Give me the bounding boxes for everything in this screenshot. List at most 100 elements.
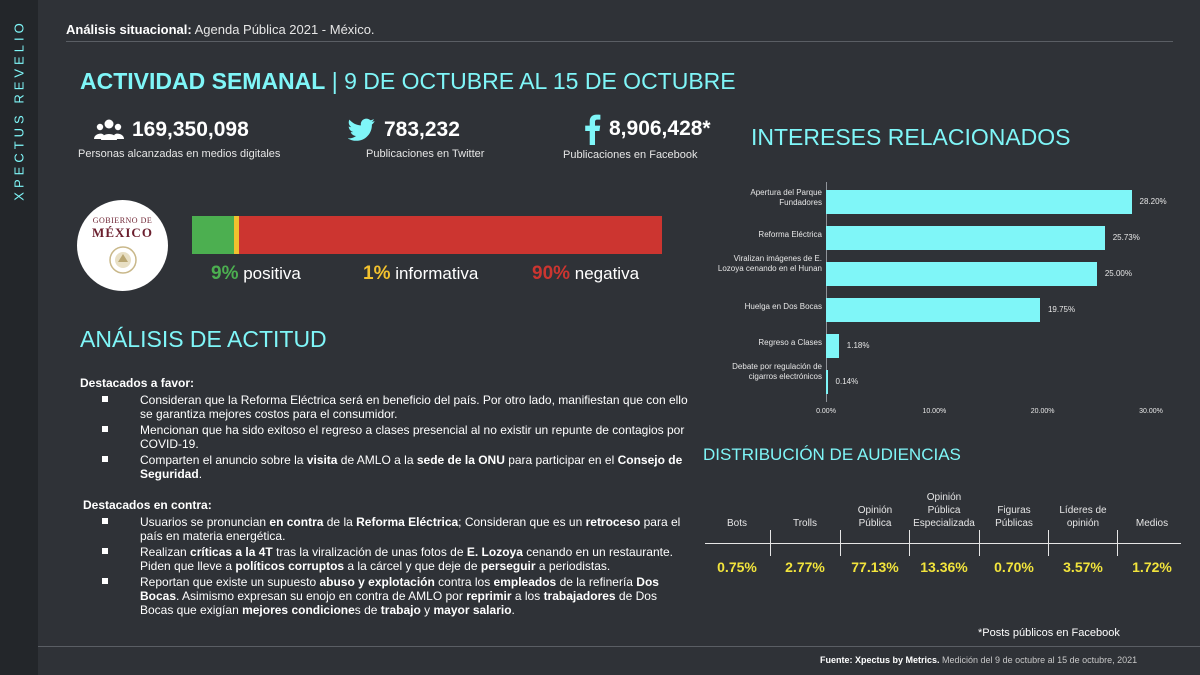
bold-phrase: reprimir bbox=[466, 589, 512, 603]
audience-value: 0.75% bbox=[717, 559, 757, 575]
sentiment-label-positive: 9% positiva bbox=[211, 263, 301, 285]
stat-facebook-label: Publicaciones en Facebook bbox=[563, 149, 698, 161]
sentiment-segment-informative bbox=[234, 216, 239, 254]
sentiment-text-negative: negativa bbox=[570, 264, 640, 283]
text-phrase: y bbox=[420, 603, 434, 617]
text-phrase: . bbox=[511, 603, 515, 617]
favor-heading: Destacados a favor: bbox=[80, 376, 195, 390]
facebook-icon bbox=[585, 114, 601, 145]
favor-item: Comparten el anuncio sobre la visita de … bbox=[80, 453, 690, 481]
title-bold: ACTIVIDAD SEMANAL bbox=[80, 68, 326, 94]
chart-category-label: Apertura del Parque Fundadores bbox=[750, 188, 822, 207]
chart-category-label: Reforma Eléctrica bbox=[758, 230, 822, 239]
chart-tick-label: 30.00% bbox=[1139, 408, 1163, 415]
sentiment-pct-negative: 90% bbox=[532, 263, 571, 284]
bold-phrase: políticos corruptos bbox=[235, 559, 345, 573]
text-phrase: para participar en el bbox=[504, 453, 618, 467]
interests-title: INTERESES RELACIONADOS bbox=[751, 124, 1071, 150]
audience-label: Opinión Pública Especializada bbox=[913, 492, 975, 529]
bullet-icon bbox=[102, 518, 108, 524]
chart-category-label: Viralizan imágenes de E. Lozoya cenando … bbox=[717, 254, 822, 273]
sentiment-pct-informative: 1% bbox=[363, 263, 391, 284]
sentiment-segment-positive bbox=[192, 216, 235, 254]
attitude-title: ANÁLISIS DE ACTITUD bbox=[80, 326, 327, 352]
twitter-icon bbox=[348, 118, 375, 141]
bold-phrase: sede de la ONU bbox=[416, 453, 505, 467]
bullet-icon bbox=[102, 396, 108, 402]
audience-label: Líderes de opinión bbox=[1059, 505, 1107, 529]
header-text: Agenda Pública 2021 - México. bbox=[191, 22, 375, 37]
contra-item: Realizan críticas a la 4T tras la virali… bbox=[80, 545, 690, 573]
chart-tick-label: 10.00% bbox=[922, 408, 947, 415]
stat-twitter-label: Publicaciones en Twitter bbox=[366, 148, 485, 160]
text-phrase: tras la viralización de unas fotos de bbox=[272, 545, 467, 559]
bold-phrase: visita bbox=[306, 453, 338, 467]
bold-phrase: Dos Bocas bbox=[140, 575, 659, 603]
audiences-divider bbox=[705, 543, 1181, 544]
chart-bar bbox=[826, 298, 1040, 322]
stat-twitter: 783,232 Publicaciones en Twitter bbox=[348, 118, 485, 160]
footer-source: Fuente: Xpectus by Metrics. Medición del… bbox=[820, 655, 1137, 665]
bold-phrase: abuso y explotación bbox=[319, 575, 435, 589]
audience-value: 1.72% bbox=[1132, 559, 1172, 575]
sentiment-label-negative: 90% negativa bbox=[532, 263, 639, 285]
sentiment-label-informative: 1% informativa bbox=[363, 263, 478, 285]
bullet-icon bbox=[102, 426, 108, 432]
bold-phrase: perseguir bbox=[480, 559, 536, 573]
chart-bar bbox=[826, 226, 1105, 250]
text-phrase: de Dos Bocas que exigían bbox=[140, 589, 657, 617]
interests-chart: Apertura del Parque Fundadores 28.20% Refo… bbox=[700, 178, 1180, 428]
bold-phrase: empleados bbox=[493, 575, 557, 589]
text-phrase: ; Consideran que es un bbox=[458, 515, 586, 529]
chart-bar bbox=[826, 370, 828, 394]
text-phrase: de AMLO a la bbox=[337, 453, 417, 467]
eagle-seal-icon bbox=[108, 246, 137, 274]
audiences-title: DISTRIBUCIÓN DE AUDIENCIAS bbox=[703, 445, 961, 464]
favor-item: Consideran que la Reforma Eléctrica será… bbox=[80, 393, 690, 421]
chart-value-label: 28.20% bbox=[1139, 197, 1167, 206]
text-phrase: de la refinería bbox=[556, 575, 637, 589]
bold-phrase: Reforma Eléctrica bbox=[356, 515, 459, 529]
chart-value-label: 0.14% bbox=[835, 377, 859, 386]
facebook-footnote: *Posts públicos en Facebook bbox=[978, 627, 1120, 639]
page-title: ACTIVIDAD SEMANAL | 9 DE OCTUBRE AL 15 D… bbox=[80, 68, 736, 95]
text-phrase: de la bbox=[323, 515, 357, 529]
chart-category-label: Regreso a Clases bbox=[758, 338, 822, 347]
title-rest: | 9 DE OCTUBRE AL 15 DE OCTUBRE bbox=[325, 68, 736, 94]
footer-divider bbox=[38, 646, 1200, 647]
chart-value-label: 19.75% bbox=[1047, 305, 1076, 314]
bold-phrase: trabajo bbox=[380, 603, 421, 617]
audience-label: Medios bbox=[1135, 518, 1169, 529]
stat-reach-label: Personas alcanzadas en medios digitales bbox=[78, 148, 281, 160]
sentiment-pct-positive: 9% bbox=[211, 263, 239, 284]
audience-label: Trolls bbox=[792, 518, 818, 529]
text-phrase: contra los bbox=[434, 575, 494, 589]
text-phrase: Usuarios se pronuncian bbox=[140, 515, 270, 529]
attitude-favor: Destacados a favor: Consideran que la Re… bbox=[80, 376, 690, 483]
header: Análisis situacional: Agenda Pública 202… bbox=[66, 22, 375, 37]
stat-facebook: 8,906,428* Publicaciones en Facebook bbox=[563, 113, 711, 161]
audience-value: 3.57% bbox=[1063, 559, 1103, 575]
bold-phrase: retroceso bbox=[585, 515, 641, 529]
bullet-icon bbox=[102, 456, 108, 462]
audience-label: Figuras Públicas bbox=[995, 505, 1033, 529]
chart-bar bbox=[826, 262, 1097, 286]
footer-text: Medición del 9 de octubre al 15 de octub… bbox=[939, 655, 1138, 665]
bold-phrase: trabajadores bbox=[543, 589, 616, 603]
bold-phrase: Consejo de Seguridad bbox=[140, 453, 683, 481]
bold-phrase: críticas a la 4T bbox=[190, 545, 273, 559]
stat-reach-value: 169,350,098 bbox=[132, 118, 249, 141]
bullet-icon bbox=[102, 548, 108, 554]
favor-list: Consideran que la Reforma Eléctrica será… bbox=[80, 393, 690, 481]
text-phrase: s de bbox=[354, 603, 381, 617]
side-strip bbox=[0, 0, 38, 675]
chart-tick-label: 0.00% bbox=[816, 408, 836, 415]
text-phrase: Comparten el anuncio sobre la bbox=[140, 453, 307, 467]
sentiment-segment-negative bbox=[238, 216, 662, 254]
audience-value: 2.77% bbox=[785, 559, 825, 575]
audience-label: Bots bbox=[726, 518, 747, 529]
text-phrase: a periodistas. bbox=[535, 559, 611, 573]
stat-twitter-value: 783,232 bbox=[384, 118, 460, 141]
sentiment-text-informative: informativa bbox=[390, 264, 479, 283]
footer-label: Fuente: Xpectus by Metrics. bbox=[820, 655, 940, 665]
